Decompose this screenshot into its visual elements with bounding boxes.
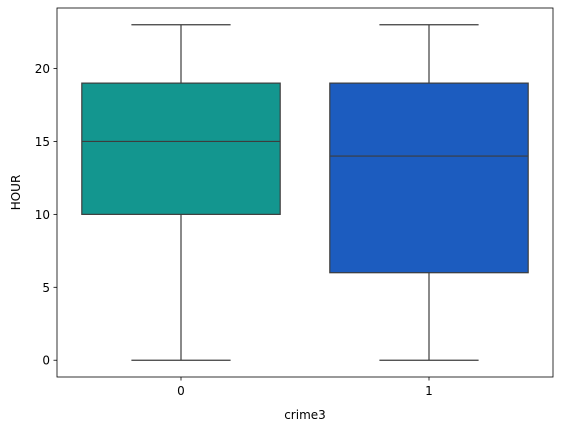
y-tick-label: 20 [35, 62, 50, 76]
y-tick-label: 10 [35, 208, 50, 222]
box-group-0 [81, 24, 281, 361]
plot-frame [56, 7, 554, 378]
x-tick-label: 1 [425, 384, 433, 398]
box-group-1 [329, 24, 529, 361]
plot-layer [81, 24, 529, 361]
iqr-box [329, 82, 529, 274]
y-tick-label: 15 [35, 135, 50, 149]
y-tick-label: 5 [42, 281, 50, 295]
y-axis-ticks: 0 5 10 15 20 [35, 62, 57, 368]
iqr-box [81, 82, 281, 215]
x-tick-label: 0 [177, 384, 185, 398]
x-axis-label: crime3 [284, 408, 326, 422]
y-axis-label: HOUR [9, 175, 23, 211]
y-tick-label: 0 [42, 354, 50, 368]
